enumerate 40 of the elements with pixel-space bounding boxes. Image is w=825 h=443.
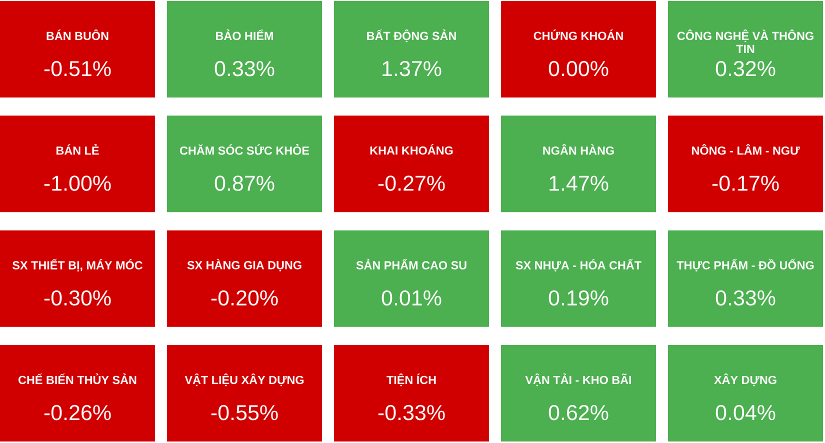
- category-label: VẬN TẢI - KHO BÃI: [525, 374, 632, 386]
- data-label: 0.32%: [716, 60, 776, 76]
- category-label: BẤT ĐỘNG SẢN: [367, 30, 456, 42]
- category-label: TIỆN ÍCH: [386, 374, 436, 386]
- data-label: -0.20%: [211, 290, 278, 306]
- data-label: 0.33%: [214, 60, 274, 76]
- category-label: SẢN PHẨM CAO SU: [356, 258, 466, 270]
- data-label: -0.26%: [44, 405, 111, 420]
- data-label: -0.51%: [44, 60, 111, 76]
- data-label: 0.19%: [548, 290, 608, 306]
- category-label: CHĂM SÓC SỨC KHỎE: [180, 144, 310, 155]
- category-label: VẬT LIỆU XÂY DỰNG: [184, 374, 304, 386]
- data-label: -0.33%: [378, 405, 445, 420]
- data-label: 0.87%: [214, 176, 274, 191]
- category-label: NGÂN HÀNG: [543, 144, 614, 155]
- data-label: 1.47%: [550, 176, 608, 191]
- data-label: 1.37%: [382, 60, 442, 76]
- category-label: XÂY DỰNG: [714, 374, 776, 386]
- category-label: BÁN BUÔN: [46, 30, 108, 40]
- category-label: NÔNG - LÂM - NGƯ: [692, 144, 800, 155]
- data-label: -0.55%: [211, 405, 278, 420]
- data-label: -1.00%: [44, 176, 111, 191]
- category-label: KHAI KHOÁNG: [370, 144, 453, 155]
- data-label: -0.27%: [378, 176, 445, 191]
- category-label: THỰC PHẨM - ĐỒ UỐNG: [676, 258, 814, 272]
- data-label: 0.33%: [716, 290, 776, 306]
- data-label: 0.01%: [382, 290, 442, 306]
- category-label: SX NHỰA - HÓA CHẤT: [516, 258, 642, 272]
- data-label: 0.62%: [548, 405, 608, 420]
- data-label: -0.30%: [44, 290, 111, 306]
- data-label: 0.00%: [548, 60, 608, 76]
- category-label: CHẾ BIẾN THỦY SẢN: [18, 374, 136, 384]
- category-label: BẢO HIỂM: [216, 30, 273, 40]
- data-label: -0.17%: [712, 176, 779, 191]
- category-label: SX THIẾT BỊ, MÁY MÓC: [12, 258, 143, 272]
- category-label: CÔNG NGHỆ VÀ THÔNG TIN: [677, 30, 814, 53]
- category-label: CHỨNG KHOÁN: [534, 29, 623, 40]
- category-label: SX HÀNG GIA DỤNG: [187, 258, 302, 272]
- category-label: BÁN LẺ: [56, 144, 99, 155]
- data-label: 0.04%: [716, 405, 776, 420]
